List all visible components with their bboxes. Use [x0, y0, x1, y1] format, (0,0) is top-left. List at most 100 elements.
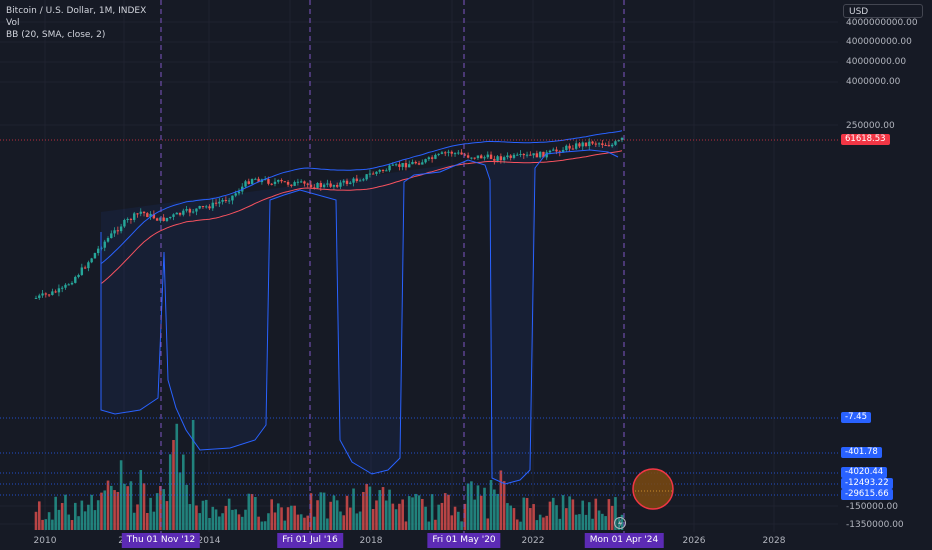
symbol-title[interactable]: Bitcoin / U.S. Dollar, 1M, INDEX	[6, 6, 147, 16]
marker-date-badge: Thu 01 Nov '12	[121, 533, 201, 548]
volume-bar	[64, 494, 67, 530]
indicator-badge: -29615.66	[841, 489, 893, 500]
x-axis-label: 2010	[33, 536, 57, 546]
candle-body	[499, 156, 503, 161]
candle-body	[339, 182, 342, 187]
candle-body	[588, 141, 591, 147]
volume-bar	[87, 504, 90, 530]
candle-body	[64, 284, 67, 288]
volume-bar	[319, 492, 323, 530]
candle-body	[70, 282, 74, 285]
volume-bar	[113, 490, 116, 530]
candle-body	[83, 267, 87, 269]
candle-body	[578, 143, 581, 147]
volume-legend[interactable]: Vol	[6, 18, 20, 28]
volume-bar	[119, 460, 123, 530]
volume-bar	[348, 507, 352, 530]
candle-body	[126, 218, 129, 220]
candle-body	[411, 161, 414, 165]
candle-body	[434, 154, 437, 159]
candle-body	[610, 144, 614, 147]
candle-body	[316, 183, 319, 188]
candle-body	[198, 205, 201, 209]
volume-bar	[247, 493, 251, 530]
bb-basis-line	[101, 150, 623, 284]
volume-bar	[401, 499, 404, 530]
candle-body	[466, 155, 470, 158]
candle-body	[558, 151, 561, 153]
volume-bar	[502, 481, 506, 530]
candle-body	[110, 233, 113, 239]
volume-bar	[221, 513, 224, 530]
candle-body	[299, 181, 303, 183]
volume-bar	[41, 519, 44, 530]
volume-bar	[506, 503, 509, 530]
candle-body	[519, 154, 522, 156]
candle-body	[568, 145, 571, 149]
highlight-circle	[632, 468, 674, 510]
candle-body	[67, 284, 70, 286]
volume-bar	[378, 490, 382, 530]
vertical-marker-lines	[160, 0, 625, 533]
volume-bar	[394, 509, 398, 530]
candle-body	[427, 157, 431, 160]
candle-body	[450, 151, 453, 154]
volume-bar	[486, 518, 490, 530]
volume-bar	[244, 509, 247, 530]
volume-bar	[457, 511, 460, 530]
volume-bar	[286, 507, 290, 530]
candle-body	[358, 180, 362, 182]
volume-bar	[129, 481, 133, 530]
candle-body	[509, 155, 512, 158]
volume-bar	[80, 500, 84, 530]
candle-body	[296, 181, 300, 183]
volume-bar	[168, 454, 172, 530]
volume-bar	[260, 521, 264, 530]
candle-body	[440, 152, 444, 154]
candle-body	[555, 149, 558, 152]
volume-bar	[312, 516, 316, 530]
volume-bar	[466, 483, 470, 530]
candle-body	[280, 180, 283, 182]
candle-body	[460, 152, 463, 155]
volume-bar	[574, 514, 578, 530]
volume-bar	[339, 511, 342, 530]
candle-body	[211, 202, 214, 209]
candle-body	[574, 143, 578, 149]
candle-body	[417, 163, 421, 165]
volume-bar	[146, 512, 149, 530]
volume-bar	[67, 514, 71, 530]
volume-bar	[355, 513, 359, 530]
volume-bar	[185, 484, 188, 530]
volume-bar	[604, 516, 607, 530]
lightning-icon[interactable]	[614, 517, 626, 529]
volume-bar	[535, 520, 539, 530]
candle-body	[129, 218, 133, 220]
currency-button[interactable]: USD	[843, 4, 923, 18]
volume-bar	[587, 502, 591, 530]
volume-bar	[545, 515, 549, 530]
volume-bar	[267, 513, 270, 530]
candle-body	[529, 154, 532, 156]
indicator-legend[interactable]: BB (20, SMA, close, 2)	[6, 30, 106, 40]
y-axis-label: 4000000.00	[846, 77, 901, 87]
volume-bar	[607, 499, 611, 530]
volume-bar	[610, 505, 614, 530]
candle-body	[306, 183, 309, 185]
volume-bar	[155, 493, 159, 530]
volume-bar	[240, 516, 244, 530]
candlesticks	[34, 136, 624, 300]
candle-body	[506, 155, 509, 158]
candle-body	[139, 211, 142, 214]
candle-body	[57, 288, 61, 293]
candle-body	[614, 141, 617, 145]
volume-bar	[398, 503, 401, 530]
candle-body	[303, 181, 306, 184]
candle-body	[447, 151, 450, 153]
candle-body	[352, 178, 355, 183]
candle-body	[191, 211, 195, 213]
volume-bar	[270, 499, 274, 530]
volume-bar	[571, 499, 575, 530]
volume-bar	[565, 508, 568, 530]
